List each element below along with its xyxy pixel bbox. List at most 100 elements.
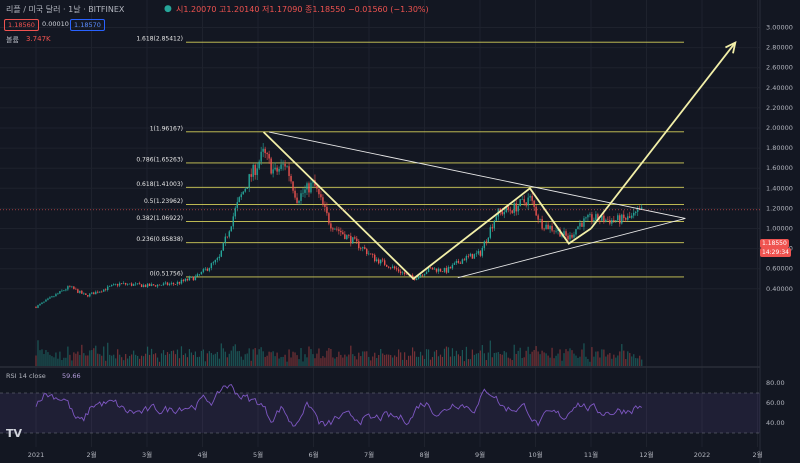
candle-body	[328, 213, 330, 224]
volume-bar	[372, 356, 374, 366]
candle-body	[413, 278, 416, 281]
candle-body	[609, 219, 611, 224]
symbol-title[interactable]: 리플 / 미국 달러 · 1날 · BITFINEX	[6, 5, 125, 14]
candle-body	[308, 183, 310, 193]
candle-body	[362, 247, 364, 249]
time-tick-label: 8월	[419, 450, 429, 459]
volume-bar	[505, 352, 507, 366]
volume-bar	[63, 357, 65, 366]
volume-bar	[67, 346, 69, 366]
candle-body	[264, 148, 266, 154]
volume-bar	[284, 354, 286, 366]
candle-body	[334, 228, 336, 230]
volume-bar	[95, 345, 97, 366]
candle-body	[200, 271, 203, 275]
volume-bar	[117, 349, 119, 366]
projection-arrow-line	[590, 42, 737, 230]
volume-bar	[121, 357, 123, 366]
volume-bar	[220, 343, 222, 366]
candle-body	[47, 298, 49, 300]
volume-bar	[139, 358, 141, 366]
candle-body	[294, 190, 296, 198]
volume-bar	[441, 356, 444, 366]
candle-body	[541, 219, 543, 229]
volume-bar	[605, 356, 607, 366]
buy-price-box[interactable]: 1.18570	[70, 19, 105, 31]
candle-body	[417, 276, 420, 279]
volume-bar	[449, 356, 452, 366]
candle-body	[441, 271, 444, 272]
bar-countdown: 14:29:34	[760, 248, 791, 257]
candle-body	[563, 231, 565, 235]
candle-body	[81, 290, 83, 294]
rsi-band	[0, 393, 760, 433]
candle-body	[212, 262, 215, 264]
candle-body	[282, 163, 284, 165]
last-price-tag: 1.18550	[760, 239, 789, 248]
candle-body	[429, 267, 432, 269]
candle-body	[380, 259, 382, 264]
candle-body	[605, 219, 607, 222]
volume-bar	[561, 360, 563, 366]
volume-bar	[256, 354, 258, 366]
volume-bar	[240, 356, 242, 366]
candle-body	[399, 271, 402, 274]
volume-bar	[451, 348, 454, 366]
sell-price-box[interactable]: 1.18560	[4, 19, 39, 31]
candle-body	[91, 292, 93, 294]
candle-body	[113, 284, 115, 286]
candle-body	[455, 260, 458, 264]
rsi-label: RSI 14 close	[6, 372, 46, 380]
volume-bar	[459, 356, 462, 366]
volume-bar	[374, 352, 376, 366]
volume-bar	[111, 355, 113, 366]
volume-bar	[517, 350, 519, 366]
candle-body	[284, 163, 286, 167]
volume-bar	[629, 353, 631, 366]
candle-body	[517, 205, 519, 212]
volume-bar	[274, 356, 276, 366]
volume-bar	[160, 353, 163, 366]
time-axis: 2021 2월 3월 4월 5월 6월 7월 8월 9월 10월 11월 12월 2022 2월	[28, 450, 763, 459]
volume-bar	[396, 356, 398, 366]
candle-body	[525, 202, 527, 206]
volume-bar	[300, 348, 302, 366]
volume-bar	[304, 354, 306, 366]
candle-body	[437, 268, 440, 272]
candle-body	[324, 204, 326, 207]
ohlc-readout: 시1.20070 고1.20140 저1.17090 종1.18550 −0.0…	[176, 5, 429, 14]
candle-body	[172, 283, 175, 285]
candle-body	[95, 291, 97, 295]
grid-lines	[0, 0, 761, 463]
volume-bar	[308, 346, 310, 366]
candle-body	[419, 274, 422, 277]
candle-body	[326, 206, 328, 214]
volume-bar	[226, 357, 228, 366]
candle-body	[511, 210, 513, 213]
volume-bar	[493, 353, 495, 366]
volume-bar	[123, 360, 125, 366]
candle-body	[202, 269, 205, 272]
candle-body	[278, 168, 280, 172]
volume-bar	[419, 351, 422, 366]
candle-body	[97, 291, 99, 293]
volume-bar	[35, 355, 37, 366]
fib-level-label: 0(0.51756)	[150, 270, 183, 277]
volume-bar	[479, 350, 481, 366]
candle-body	[268, 154, 270, 159]
volume-bar	[127, 358, 129, 366]
volume-bar	[447, 347, 450, 366]
candle-body	[591, 214, 593, 222]
volume-bar	[316, 353, 318, 366]
volume-bar	[280, 357, 282, 366]
volume-bar	[537, 351, 539, 366]
volume-bar	[158, 361, 161, 366]
volume-bar	[218, 358, 220, 366]
candle-body	[415, 278, 418, 281]
candle-body	[73, 286, 75, 289]
volume-bar	[348, 354, 350, 366]
fib-level-label: 1.618(2.85412)	[136, 36, 183, 43]
candle-body	[105, 289, 107, 291]
fib-level-label: 0.382(1.06922)	[136, 215, 183, 222]
